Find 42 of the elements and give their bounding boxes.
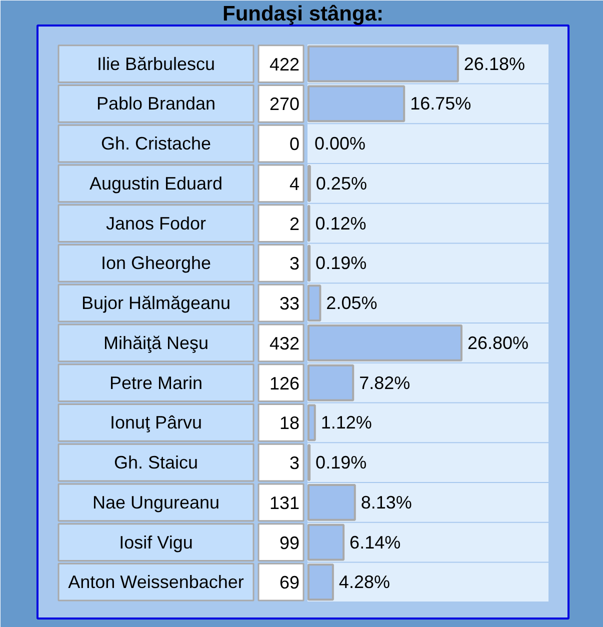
annotation: 6.14%	[350, 532, 401, 552]
data-label: 69	[279, 572, 300, 593]
y-tick-label: Augustin Eduard	[89, 173, 223, 194]
data-label: 422	[269, 54, 300, 74]
y-tick-label: Gh. Cristache	[100, 134, 212, 154]
y-tick-label: Bujor Hălmăgeanu	[81, 293, 231, 314]
data-label: 3	[289, 453, 300, 474]
data-label: 3	[289, 254, 300, 274]
y-tick-label: Ilie Bărbulescu	[96, 54, 216, 74]
annotation: 16.75%	[410, 94, 472, 114]
chart-title: Fundaşi stânga:	[222, 2, 384, 26]
data-label: 4	[289, 174, 300, 194]
y-tick-label: Ionuţ Pârvu	[110, 412, 202, 433]
annotation: 0.00%	[314, 134, 366, 154]
data-label: 126	[269, 373, 300, 394]
y-tick-label: Pablo Brandan	[96, 94, 216, 114]
data-label: 2	[289, 214, 300, 234]
data-label: 432	[269, 333, 300, 354]
annotation: 4.28%	[338, 572, 390, 592]
annotation: 7.82%	[359, 372, 410, 393]
y-tick-label: Ion Gheorghe	[100, 253, 212, 274]
y-tick-label: Iosif Vigu	[119, 532, 193, 552]
annotation: 1.12%	[320, 412, 372, 433]
data-label: 131	[269, 492, 300, 513]
annotation: 0.19%	[316, 452, 367, 473]
annotation: 0.19%	[316, 253, 367, 274]
annotation: 8.13%	[360, 492, 412, 512]
annotation: 0.25%	[316, 173, 367, 194]
annotation: 0.12%	[315, 213, 366, 234]
data-label: 0	[289, 134, 300, 154]
y-tick-label: Janos Fodor	[106, 213, 206, 234]
annotation: 2.05%	[326, 293, 378, 314]
y-tick-label: Petre Marin	[109, 372, 203, 393]
y-tick-label: Anton Weissenbacher	[68, 572, 244, 592]
annotation: 26.80%	[467, 332, 529, 353]
data-label: 33	[279, 294, 300, 314]
data-label: 99	[279, 532, 300, 553]
data-label: 270	[269, 94, 300, 114]
data-label: 18	[279, 413, 300, 434]
y-tick-label: Gh. Staicu	[114, 452, 198, 473]
y-tick-label: Nae Ungureanu	[92, 492, 220, 512]
y-tick-label: Mihăiţă Neşu	[103, 332, 209, 353]
